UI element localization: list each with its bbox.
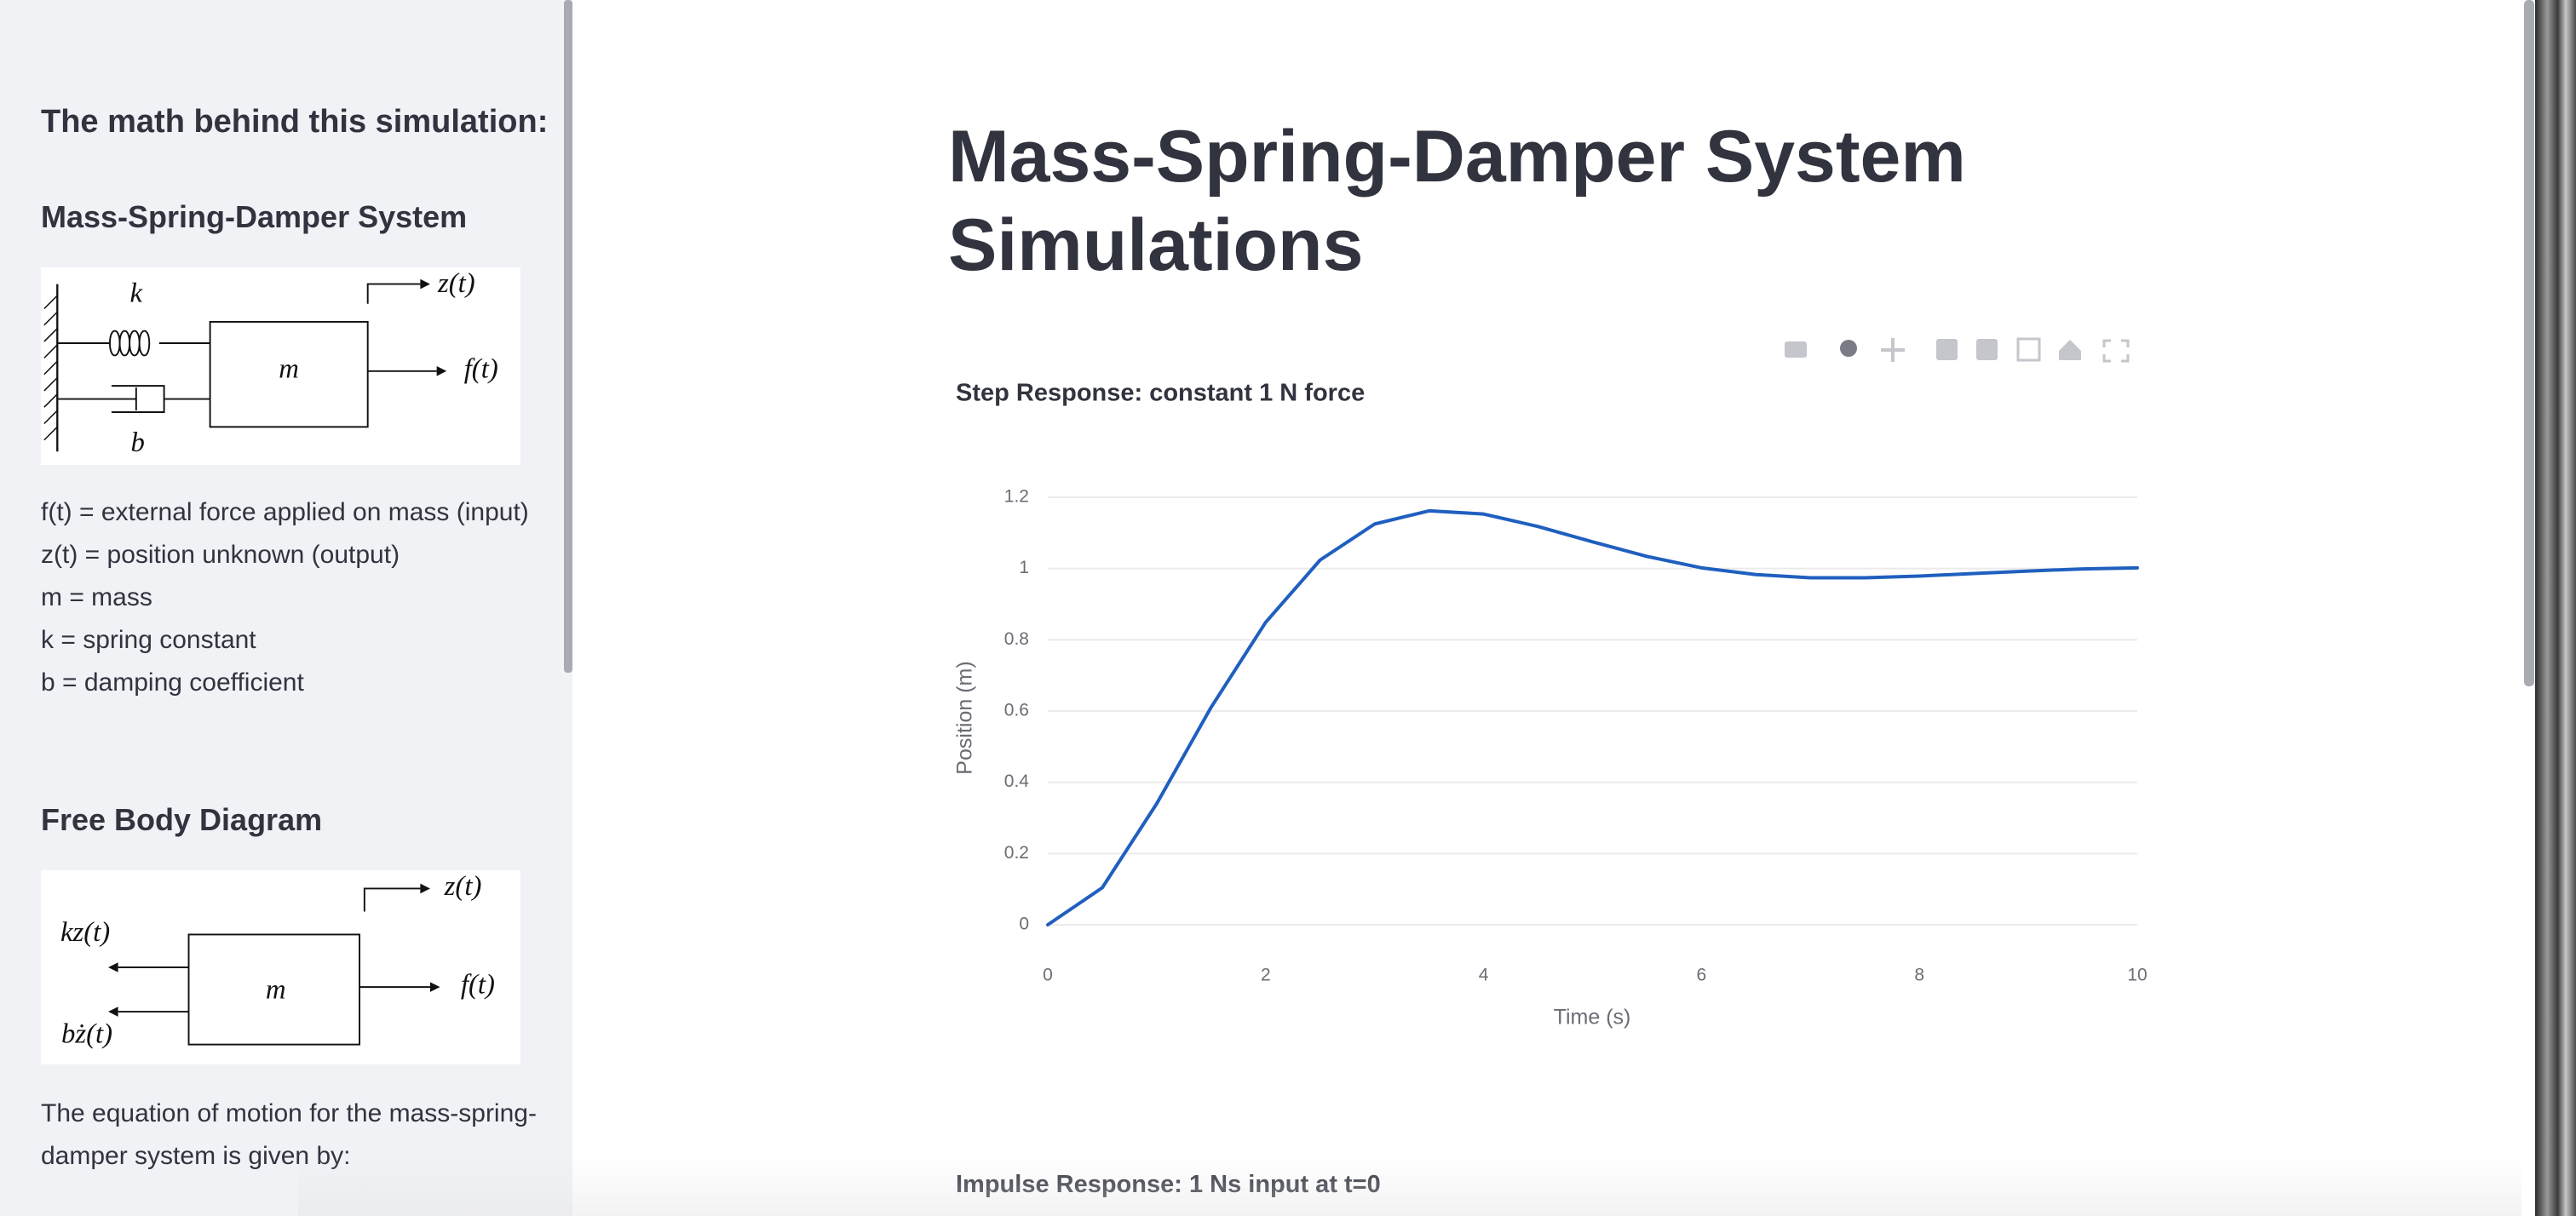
definitions: f(t) = external force applied on mass (i… bbox=[41, 491, 552, 704]
page-title: Mass-Spring-Damper System Simulations bbox=[948, 116, 1966, 286]
chart-title: Step Response: constant 1 N force bbox=[956, 380, 1365, 407]
background-image bbox=[2535, 0, 2576, 1216]
definition: k = spring constant bbox=[41, 626, 256, 654]
x-axis-title: Time (s) bbox=[1554, 1006, 1631, 1030]
modebar-zoom[interactable] bbox=[1840, 340, 1857, 357]
fade bbox=[298, 1158, 2521, 1216]
modebar bbox=[1785, 337, 2130, 363]
diagram-label: k bbox=[130, 278, 144, 309]
free-body-diagram: z(t) kz(t) m f(t) bż(t) bbox=[41, 870, 520, 1064]
system-diagram: k z(t) m f(t) b bbox=[41, 267, 520, 465]
definition: b = damping coefficient bbox=[41, 668, 304, 697]
x-tick-label: 2 bbox=[1261, 966, 1271, 985]
y-tick-label: 0.4 bbox=[1004, 771, 1030, 791]
chart: Step Response: constant 1 N force Time (… bbox=[953, 337, 2148, 1030]
sidebar-heading: The math behind this simulation: bbox=[41, 104, 549, 140]
diagram-label: b bbox=[131, 427, 145, 458]
diagram-label: m bbox=[266, 974, 286, 1005]
y-tick-label: 0.2 bbox=[1004, 843, 1029, 863]
x-tick-label: 10 bbox=[2127, 966, 2147, 985]
section-title: Mass-Spring-Damper System bbox=[41, 199, 468, 234]
modebar-zoom-out[interactable] bbox=[1976, 339, 1998, 360]
line-series bbox=[1046, 508, 2139, 926]
x-tick-label: 6 bbox=[1697, 966, 1707, 985]
diagram-label: z(t) bbox=[437, 268, 475, 299]
y-tick-label: 0.6 bbox=[1004, 701, 1029, 720]
y-axis-title: Position (m) bbox=[953, 661, 977, 774]
diagram-label: kz(t) bbox=[60, 917, 110, 948]
y-tick-label: 0.8 bbox=[1004, 629, 1029, 649]
diagram-label: bż(t) bbox=[61, 1018, 112, 1049]
diagram-label: f(t) bbox=[461, 970, 495, 1001]
main-scrollbar[interactable] bbox=[2524, 0, 2534, 686]
modebar-fullscreen[interactable] bbox=[2102, 339, 2130, 363]
diagram-label: z(t) bbox=[444, 871, 482, 902]
diagram-label: m bbox=[279, 353, 299, 384]
x-tick-label: 0 bbox=[1043, 966, 1053, 985]
equation-intro: The equation of motion for the mass-spri… bbox=[41, 1099, 537, 1170]
modebar-home[interactable] bbox=[2059, 340, 2081, 360]
y-tick-label: 1 bbox=[1019, 558, 1029, 577]
diagram-label: f(t) bbox=[464, 353, 498, 384]
modebar-camera[interactable] bbox=[1785, 341, 1807, 358]
modebar-pan[interactable] bbox=[1881, 338, 1905, 362]
y-tick-label: 1.2 bbox=[1004, 487, 1029, 507]
x-tick-label: 4 bbox=[1479, 966, 1489, 985]
modebar-autoscale[interactable] bbox=[2016, 337, 2041, 362]
modebar-zoom-in[interactable] bbox=[1936, 339, 1958, 360]
definition: m = mass bbox=[41, 583, 152, 611]
sidebar-scrollbar[interactable] bbox=[564, 0, 572, 673]
section-title: Free Body Diagram bbox=[41, 802, 323, 837]
definition: f(t) = external force applied on mass (i… bbox=[41, 498, 529, 526]
y-tick-label: 0 bbox=[1019, 915, 1029, 934]
x-tick-label: 8 bbox=[1914, 966, 1924, 985]
sidebar: The math behind this simulation: Mass-Sp… bbox=[0, 0, 572, 1216]
definition: z(t) = position unknown (output) bbox=[41, 541, 400, 569]
